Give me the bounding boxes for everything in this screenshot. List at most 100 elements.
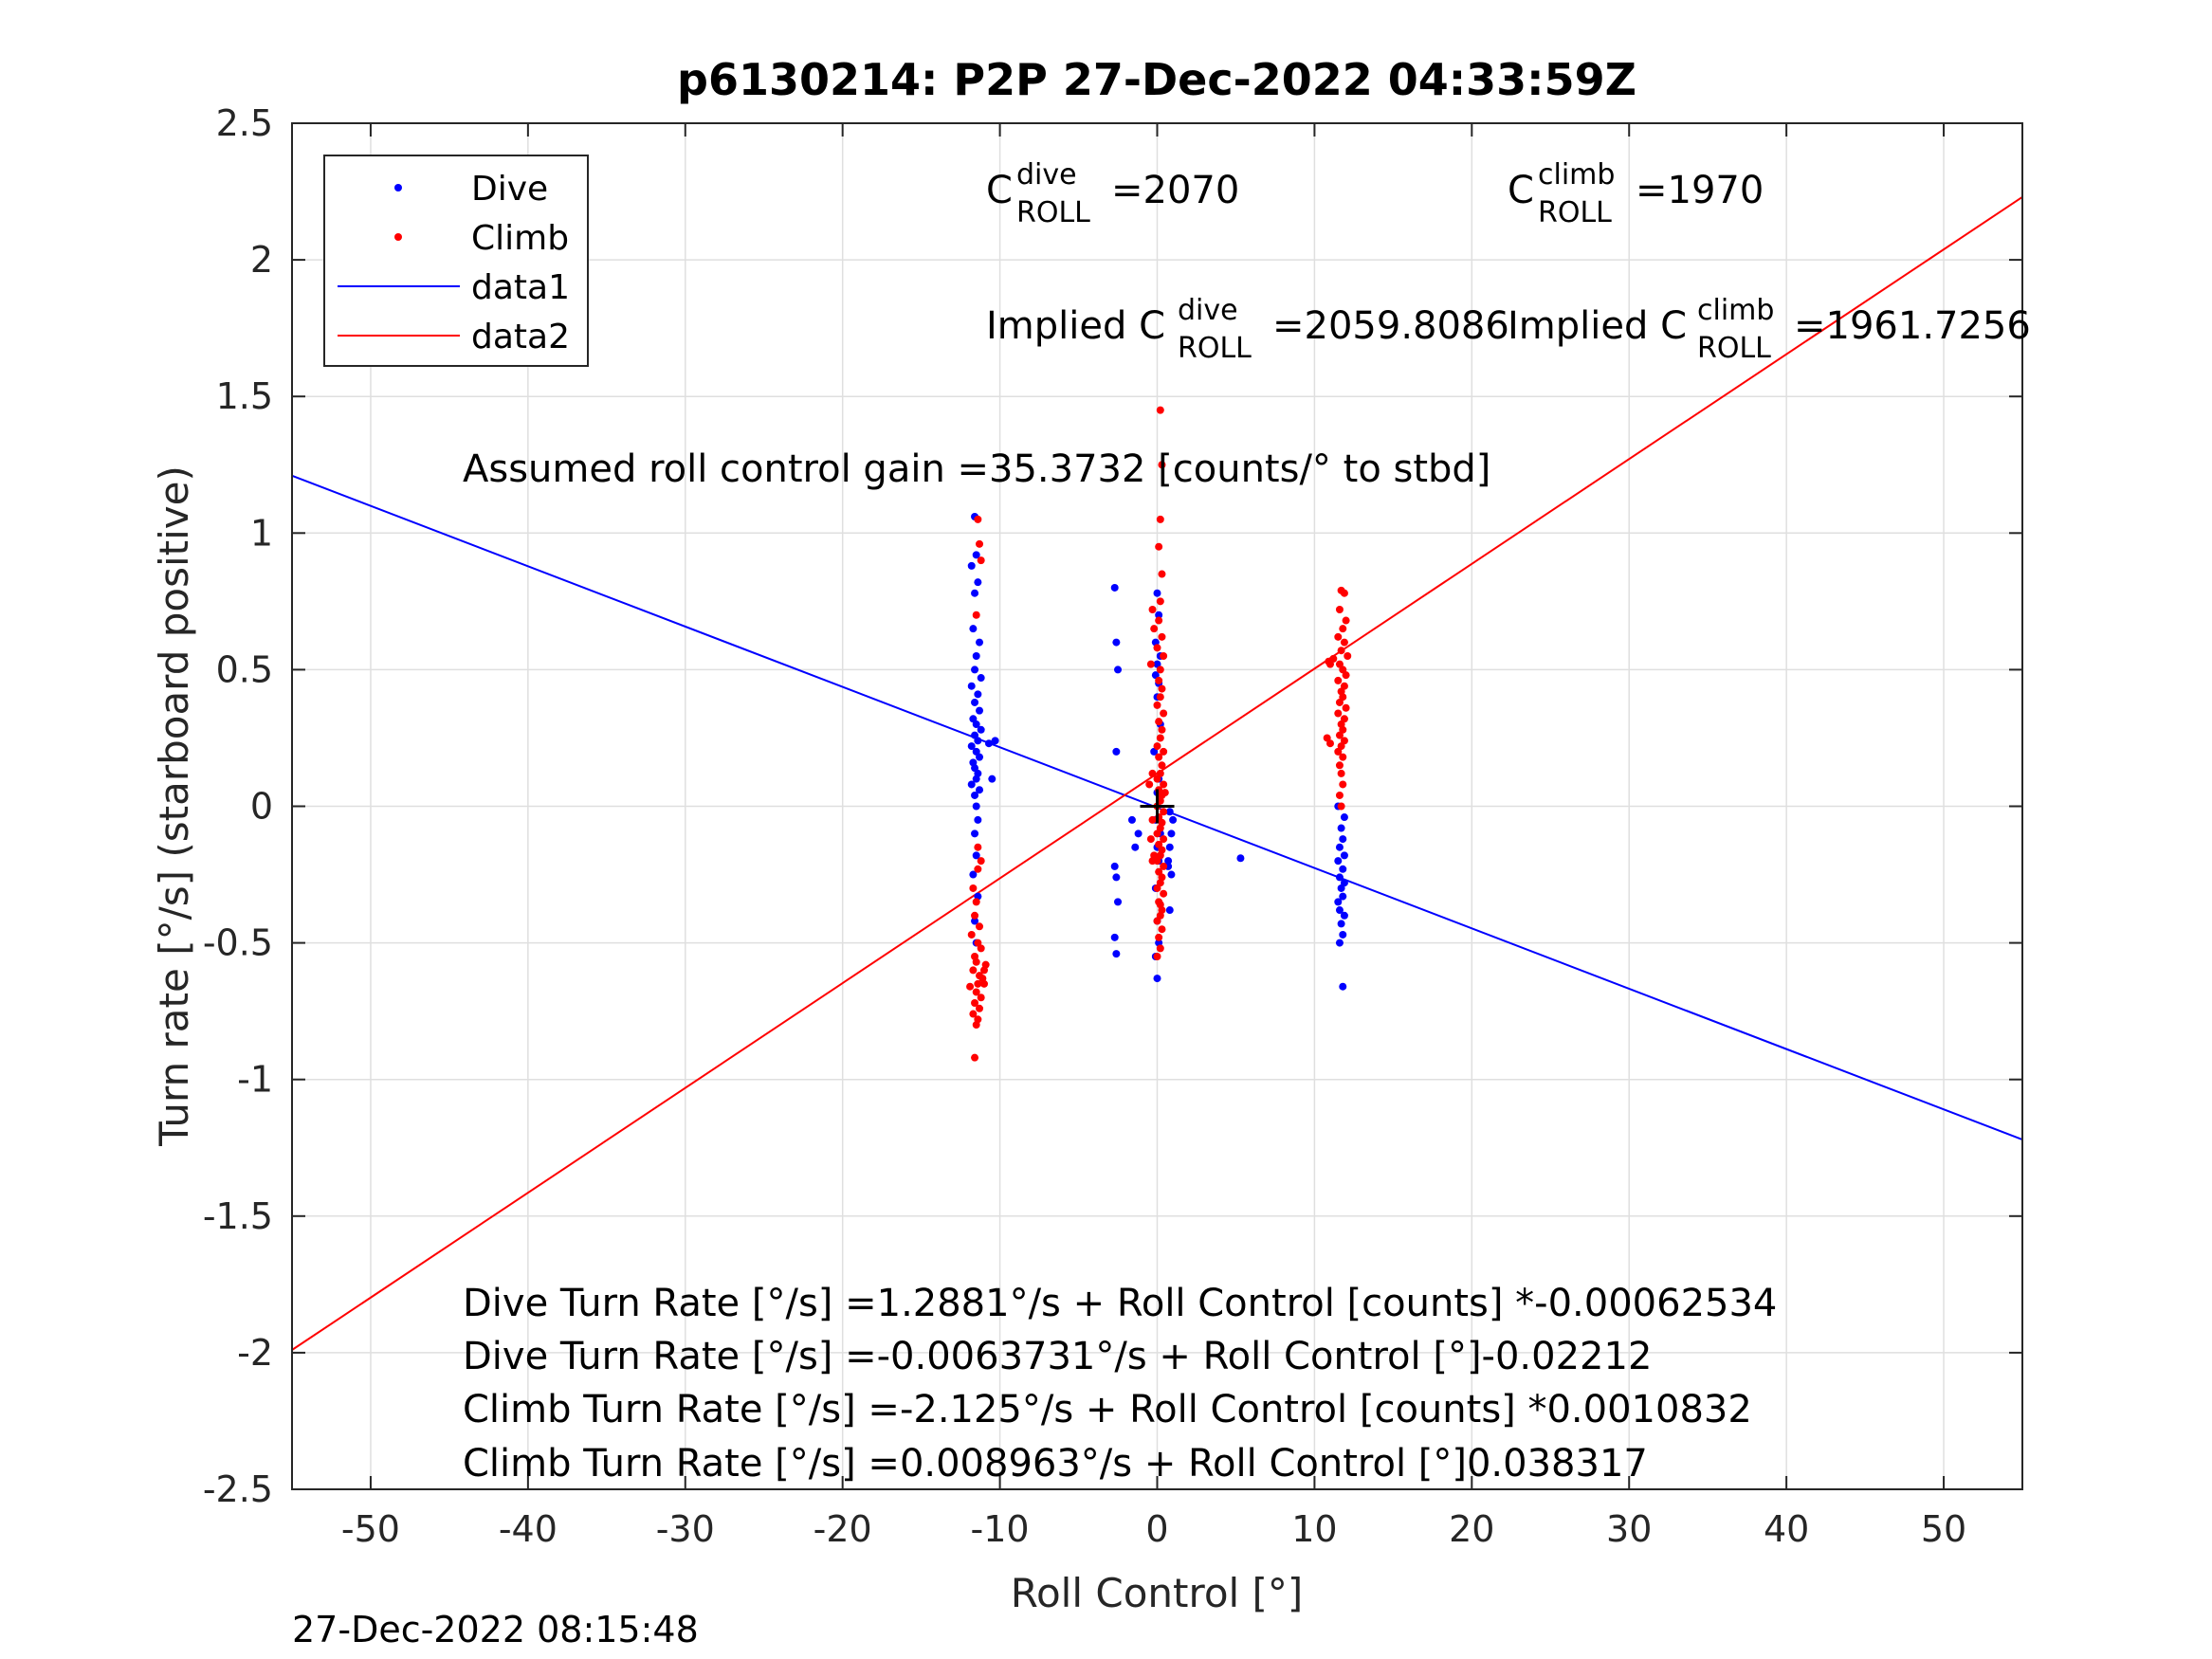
data-point-dive bbox=[1112, 873, 1121, 882]
data-point-climb bbox=[1335, 605, 1344, 613]
legend-box bbox=[323, 155, 589, 367]
data-point-dive bbox=[1112, 950, 1121, 958]
data-point-climb bbox=[1334, 709, 1343, 718]
data-point-climb bbox=[1158, 570, 1166, 578]
annotation-implied-climb-value: =1961.7256 bbox=[1794, 304, 2031, 348]
data-point-climb bbox=[1340, 589, 1348, 597]
annotation-implied-climb-sup: climb bbox=[1697, 294, 1774, 327]
data-point-climb bbox=[1158, 725, 1166, 734]
data-point-dive bbox=[1340, 911, 1348, 920]
annotation-implied-climb: Implied C climb ROLL =1961.7256 bbox=[1508, 294, 2031, 365]
annotation-implied-dive-sub: ROLL bbox=[1178, 332, 1252, 365]
data-point-climb bbox=[977, 994, 985, 1002]
data-point-dive bbox=[977, 674, 985, 683]
data-point-dive bbox=[1153, 975, 1161, 983]
data-point-dive bbox=[1334, 857, 1343, 866]
legend-marker-climb bbox=[394, 233, 402, 241]
data-point-climb bbox=[1160, 862, 1168, 870]
data-point-climb bbox=[977, 944, 985, 953]
data-point-climb bbox=[1148, 605, 1157, 613]
data-point-dive bbox=[1110, 862, 1119, 870]
data-point-dive bbox=[976, 706, 984, 715]
data-point-climb bbox=[1155, 676, 1163, 684]
data-point-climb bbox=[1153, 775, 1161, 783]
data-point-climb bbox=[974, 515, 982, 523]
data-point-dive bbox=[1114, 898, 1123, 906]
data-point-dive bbox=[1339, 892, 1347, 901]
data-point-climb bbox=[1342, 616, 1350, 625]
annotation-gain: Assumed roll control gain =35.3732 [coun… bbox=[463, 447, 1490, 491]
data-point-climb bbox=[1335, 698, 1344, 706]
data-point-dive bbox=[1337, 824, 1345, 832]
data-point-climb bbox=[1339, 625, 1347, 633]
data-point-dive bbox=[1112, 638, 1121, 647]
data-point-climb bbox=[972, 611, 980, 619]
y-tick-label: -2.5 bbox=[203, 1468, 273, 1510]
data-point-dive bbox=[971, 791, 979, 799]
annotation-implied-dive: Implied C dive ROLL =2059.8086 bbox=[986, 294, 1509, 365]
data-point-climb bbox=[1146, 660, 1155, 668]
data-point-climb bbox=[971, 1053, 979, 1062]
data-point-dive bbox=[972, 720, 980, 729]
data-point-dive bbox=[974, 737, 982, 745]
annotation-equation-3: Climb Turn Rate [°/s] =-2.125°/s + Roll … bbox=[463, 1388, 1752, 1431]
data-point-climb bbox=[1344, 651, 1352, 660]
data-point-climb bbox=[1156, 734, 1164, 742]
y-tick-label: 1 bbox=[250, 512, 273, 554]
data-point-climb bbox=[969, 1010, 978, 1018]
data-point-dive bbox=[971, 665, 979, 674]
x-tick-label: -40 bbox=[499, 1508, 558, 1550]
data-point-climb bbox=[1337, 769, 1345, 777]
annotation-equation-2: Dive Turn Rate [°/s] =-0.0063731°/s + Ro… bbox=[463, 1335, 1652, 1378]
data-point-climb bbox=[1339, 780, 1347, 789]
x-tick-label: 50 bbox=[1921, 1508, 1966, 1550]
annotation-implied-climb-main: Implied C bbox=[1508, 304, 1687, 348]
data-point-climb bbox=[1156, 901, 1164, 909]
data-point-climb bbox=[1160, 709, 1168, 718]
data-point-climb bbox=[1145, 780, 1154, 789]
data-point-climb bbox=[1153, 953, 1161, 961]
y-tick-label: 0.5 bbox=[216, 648, 273, 690]
data-point-climb bbox=[972, 988, 980, 996]
data-point-dive bbox=[1339, 835, 1347, 844]
data-series bbox=[291, 195, 2023, 1351]
data-point-dive bbox=[969, 625, 978, 633]
data-point-dive bbox=[1131, 843, 1140, 851]
data-point-dive bbox=[972, 775, 980, 783]
data-point-dive bbox=[1334, 898, 1343, 906]
x-tick-label: -20 bbox=[814, 1508, 872, 1550]
data-point-dive bbox=[1110, 933, 1119, 941]
data-point-dive bbox=[977, 725, 985, 734]
data-point-climb bbox=[1148, 769, 1157, 777]
x-tick-label: -30 bbox=[656, 1508, 715, 1550]
annotation-c-roll-dive-sup: dive bbox=[1016, 158, 1077, 191]
y-tick-label: -2 bbox=[237, 1332, 273, 1374]
data-point-climb bbox=[1153, 857, 1161, 866]
legend-label-climb: Climb bbox=[471, 219, 569, 258]
data-point-climb bbox=[1155, 616, 1163, 625]
data-point-dive bbox=[1155, 611, 1163, 619]
annotation-implied-dive-sup: dive bbox=[1178, 294, 1238, 327]
y-tick-label: 2.5 bbox=[216, 102, 273, 144]
data-point-climb bbox=[1158, 461, 1166, 469]
data-point-climb bbox=[1334, 747, 1343, 756]
data-point-dive bbox=[1340, 813, 1348, 822]
data-point-dive bbox=[1169, 815, 1178, 824]
data-point-dive bbox=[976, 786, 984, 794]
data-point-climb bbox=[1158, 761, 1166, 770]
x-axis-label: Roll Control [°] bbox=[1011, 1570, 1304, 1616]
chart-title: p6130214: P2P 27-Dec-2022 04:33:59Z bbox=[677, 54, 1636, 105]
data-point-dive bbox=[1167, 870, 1176, 879]
data-point-dive bbox=[988, 775, 996, 783]
data-point-climb bbox=[1156, 693, 1164, 702]
data-point-climb bbox=[976, 922, 984, 931]
x-tick-label: 40 bbox=[1764, 1508, 1809, 1550]
data-point-dive bbox=[1339, 865, 1347, 873]
data-point-climb bbox=[969, 884, 978, 892]
y-tick-label: -0.5 bbox=[203, 922, 273, 964]
data-point-dive bbox=[1153, 589, 1161, 597]
data-point-climb bbox=[1153, 742, 1161, 751]
data-point-climb bbox=[974, 865, 982, 873]
data-point-dive bbox=[969, 870, 978, 879]
data-point-climb bbox=[1160, 747, 1168, 756]
